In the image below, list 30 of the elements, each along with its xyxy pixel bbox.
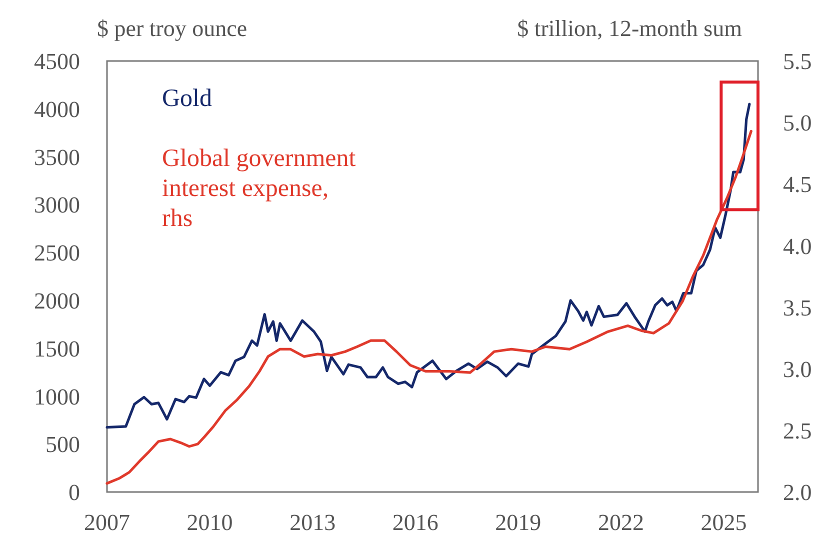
y2-tick-label: 2.5 <box>783 418 812 444</box>
y2-tick-label: 2.0 <box>783 480 812 506</box>
y-tick-label: 1500 <box>34 336 80 362</box>
x-tick-label: 2010 <box>186 510 233 535</box>
y-tick-label: 500 <box>46 432 80 458</box>
x-tick-label: 2016 <box>392 510 438 535</box>
y-tick-label: 2000 <box>34 288 80 314</box>
x-tick-label: 2025 <box>700 510 747 535</box>
x-tick-label: 2022 <box>598 510 644 535</box>
y2-tick-label: 5.0 <box>783 110 812 136</box>
y2-tick-label: 4.0 <box>783 234 812 259</box>
y2-tick-label: 3.5 <box>783 295 812 320</box>
text: Gold <box>162 85 212 112</box>
y2-axis-title: $ trillion, 12-month sum <box>517 16 742 41</box>
y-tick-label: 3500 <box>34 144 80 170</box>
x-tick-label: 2019 <box>495 510 542 535</box>
y-axis-title: $ per troy ounce <box>97 16 248 41</box>
y-tick-label: 4500 <box>34 49 80 74</box>
line-series <box>106 130 752 485</box>
y-tick-label: 0 <box>68 480 80 506</box>
y-tick-label: 4000 <box>34 96 80 122</box>
y-tick-label: 3000 <box>34 192 80 218</box>
text: Global government interest expense, rhs <box>162 145 356 232</box>
x-tick-label: 2013 <box>290 510 336 535</box>
x-tick-label: 2007 <box>84 510 130 535</box>
y-tick-label: 1000 <box>34 384 80 410</box>
y2-tick-label: 5.5 <box>783 49 812 74</box>
y-tick-label: 2500 <box>34 240 80 266</box>
y2-tick-label: 3.0 <box>783 356 812 382</box>
y2-tick-label: 4.5 <box>783 172 812 198</box>
